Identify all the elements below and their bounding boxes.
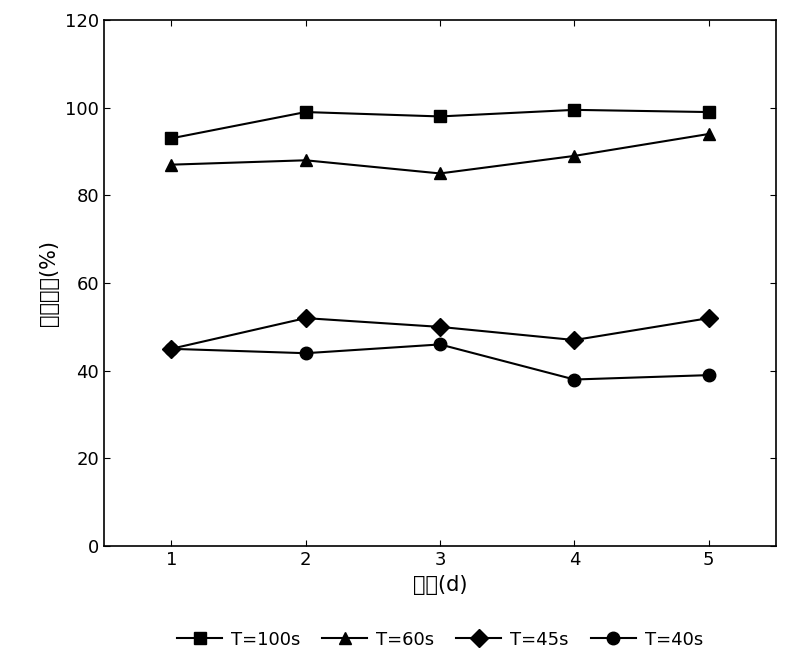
X-axis label: 时间(d): 时间(d) — [413, 575, 467, 595]
Y-axis label: 去除效率(%): 去除效率(%) — [39, 240, 59, 326]
Legend: T=100s, T=60s, T=45s, T=40s: T=100s, T=60s, T=45s, T=40s — [170, 623, 710, 656]
